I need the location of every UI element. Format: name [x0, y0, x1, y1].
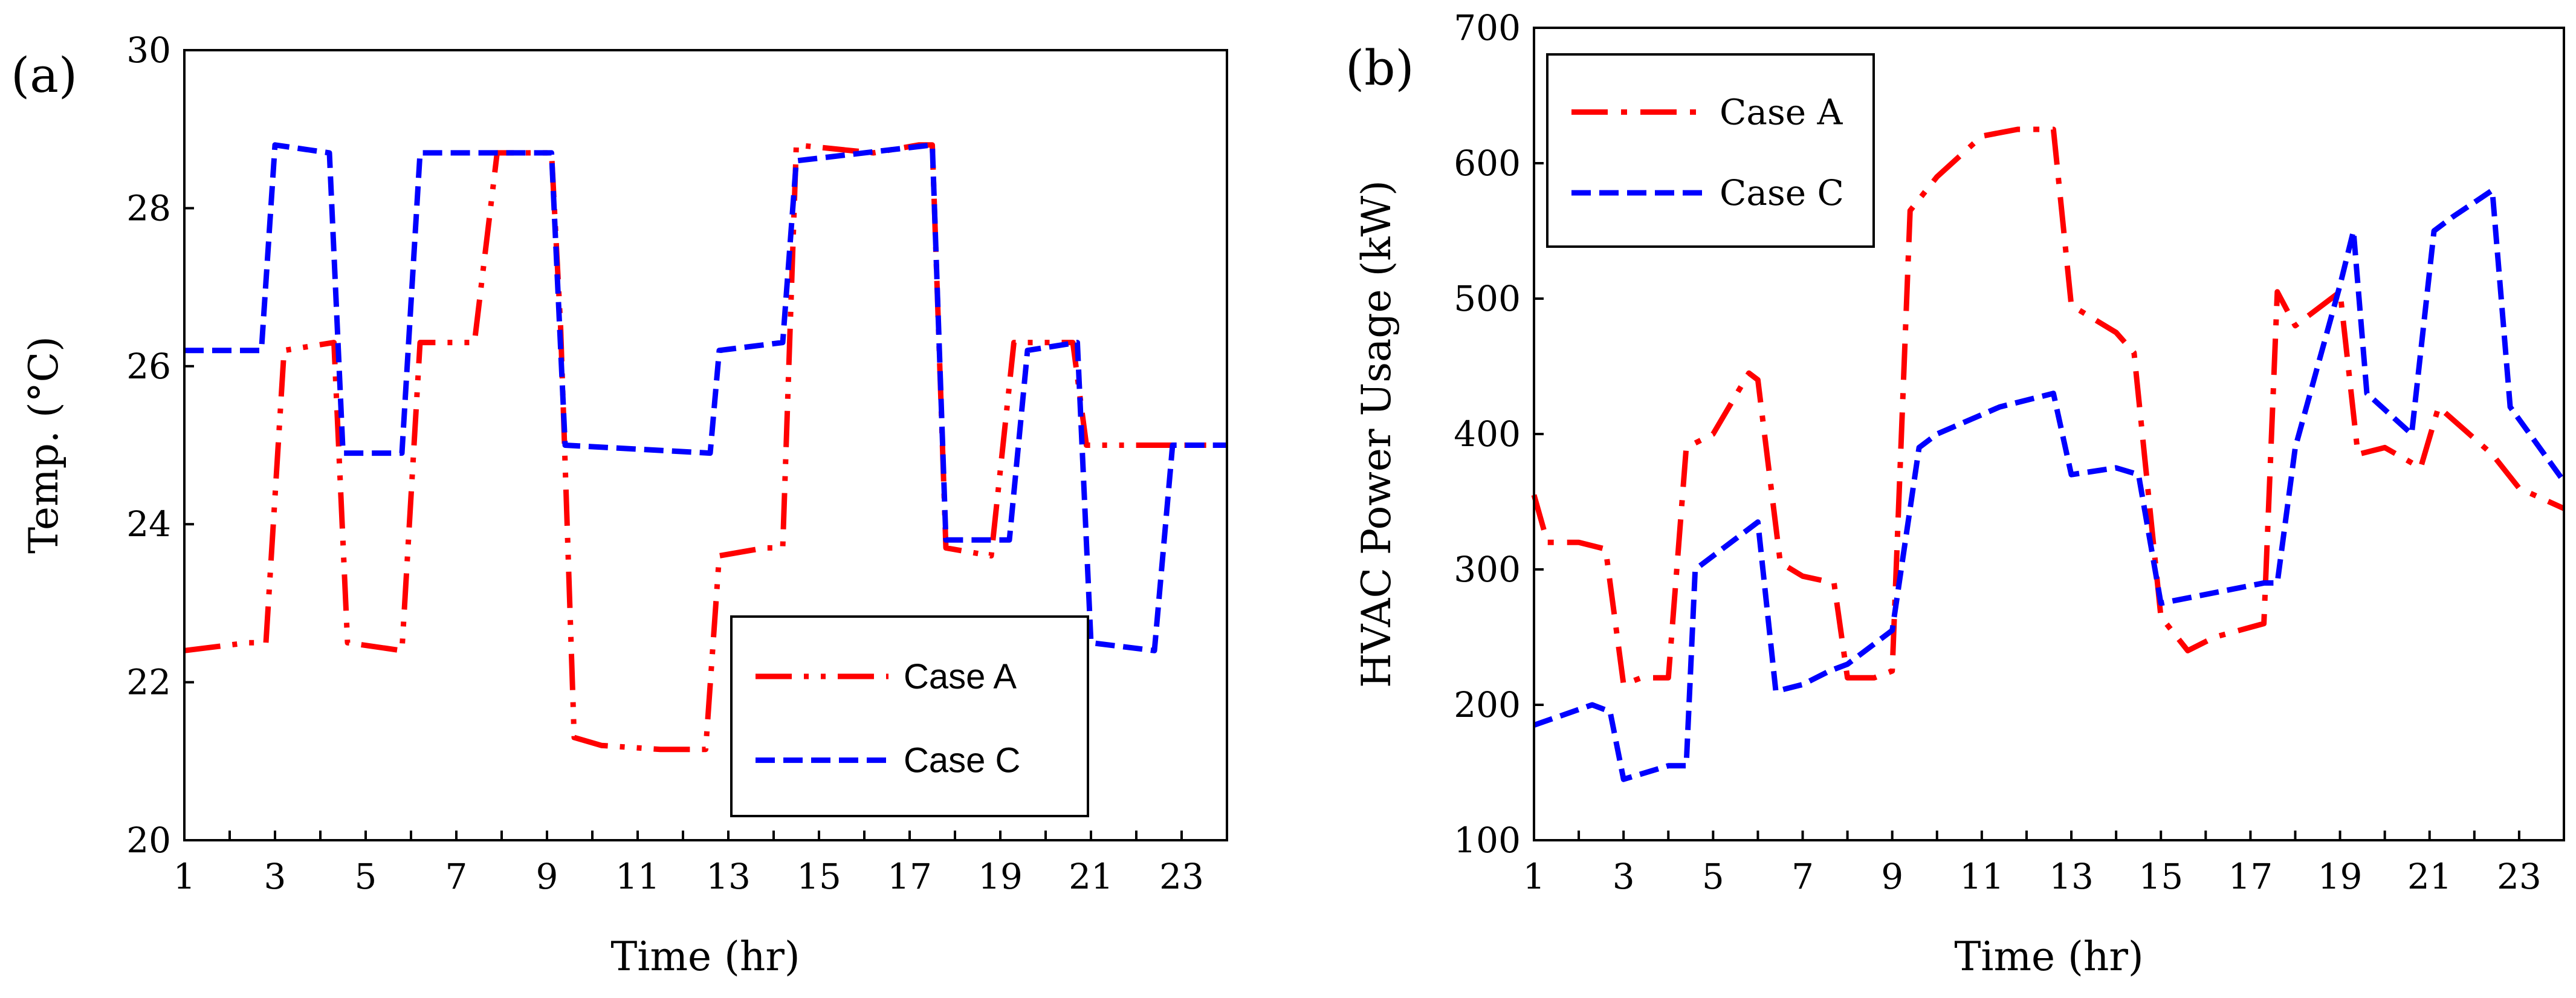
- y-tick-label: 600: [1454, 143, 1521, 184]
- y-tick-label: 30: [126, 30, 171, 71]
- x-tick-label: 7: [445, 856, 468, 897]
- panel-a-x-tick-labels: 1 3 5 7 9 11 13 15 17 19 21 23: [173, 856, 1204, 897]
- series-line-case-c: [184, 142, 1227, 653]
- y-tick-label: 28: [126, 187, 171, 228]
- x-tick-label: 11: [615, 856, 660, 897]
- x-tick-label: 13: [2049, 856, 2094, 897]
- x-tick-label: 15: [797, 856, 841, 897]
- x-tick-label: 9: [536, 856, 558, 897]
- x-tick-label: 21: [2407, 856, 2452, 897]
- panel-b-ticks: [1533, 27, 2565, 841]
- panel-a-y-tick-labels: 20 22 24 26 28 30: [126, 30, 171, 861]
- y-tick-label: 200: [1454, 684, 1521, 725]
- x-tick-label: 13: [706, 856, 751, 897]
- y-tick-label: 24: [126, 504, 171, 545]
- legend-label: Case A: [1720, 91, 1843, 132]
- x-tick-label: 23: [1159, 856, 1204, 897]
- x-tick-label: 11: [1960, 856, 2004, 897]
- x-tick-label: 19: [2318, 856, 2363, 897]
- legend-label: Case C: [904, 741, 1020, 780]
- panel-b-y-axis-title: HVAC Power Usage (kW): [1353, 180, 1400, 688]
- panel-a-series: [184, 142, 1227, 753]
- y-tick-label: 22: [126, 662, 171, 703]
- y-tick-label: 300: [1454, 549, 1521, 590]
- x-tick-label: 9: [1881, 856, 1903, 897]
- y-tick-label: 500: [1454, 278, 1521, 319]
- panel-a-label: (a): [11, 47, 77, 103]
- panel-a-x-axis-title: Time (hr): [610, 933, 800, 980]
- y-tick-label: 26: [126, 346, 171, 387]
- x-tick-label: 3: [264, 856, 286, 897]
- x-tick-label: 19: [978, 856, 1023, 897]
- x-tick-label: 23: [2497, 856, 2542, 897]
- legend-label: Case C: [1720, 172, 1844, 213]
- x-tick-label: 1: [1523, 856, 1545, 897]
- series-line-case-a: [1531, 126, 2565, 687]
- y-tick-label: 700: [1454, 7, 1521, 48]
- legend-box: [730, 615, 1089, 817]
- panel-a-legend: Case A Case C: [730, 615, 1089, 817]
- panel-b-legend: Case A Case C: [1546, 53, 1875, 248]
- panel-b-series: [1531, 126, 2566, 782]
- x-tick-label: 21: [1069, 856, 1113, 897]
- x-tick-label: 1: [173, 856, 196, 897]
- x-tick-label: 7: [1791, 856, 1814, 897]
- series-line-case-a: [184, 142, 1227, 753]
- x-tick-label: 5: [355, 856, 377, 897]
- y-tick-label: 100: [1454, 820, 1521, 861]
- x-tick-label: 3: [1613, 856, 1635, 897]
- legend-box: [1546, 53, 1875, 248]
- panel-b-label: (b): [1345, 40, 1414, 96]
- x-tick-label: 17: [2228, 856, 2273, 897]
- x-tick-label: 15: [2138, 856, 2183, 897]
- panel-a-plot-frame: [183, 49, 1228, 841]
- panel-b-power-chart: (b) 1 3 5 7 9 11 13 15 17 19 21 23 1002003004005006…: [1345, 7, 2566, 980]
- panel-b-plot-frame: [1533, 27, 2565, 841]
- x-tick-label: 17: [887, 856, 932, 897]
- y-tick-label: 400: [1454, 413, 1521, 455]
- panel-b-y-tick-labels: 100 200 300 400 500 600 700: [1454, 7, 1521, 861]
- panel-a-y-axis-title: Temp. (°C): [21, 336, 67, 554]
- panel-b-x-axis-title: Time (hr): [1954, 933, 2143, 980]
- legend-label: Case A: [904, 657, 1017, 696]
- series-line-case-c: [1533, 187, 2566, 782]
- panel-b-x-tick-labels: 1 3 5 7 9 11 13 15 17 19 21 23: [1523, 856, 2542, 897]
- y-tick-label: 20: [126, 820, 171, 861]
- x-tick-label: 5: [1702, 856, 1724, 897]
